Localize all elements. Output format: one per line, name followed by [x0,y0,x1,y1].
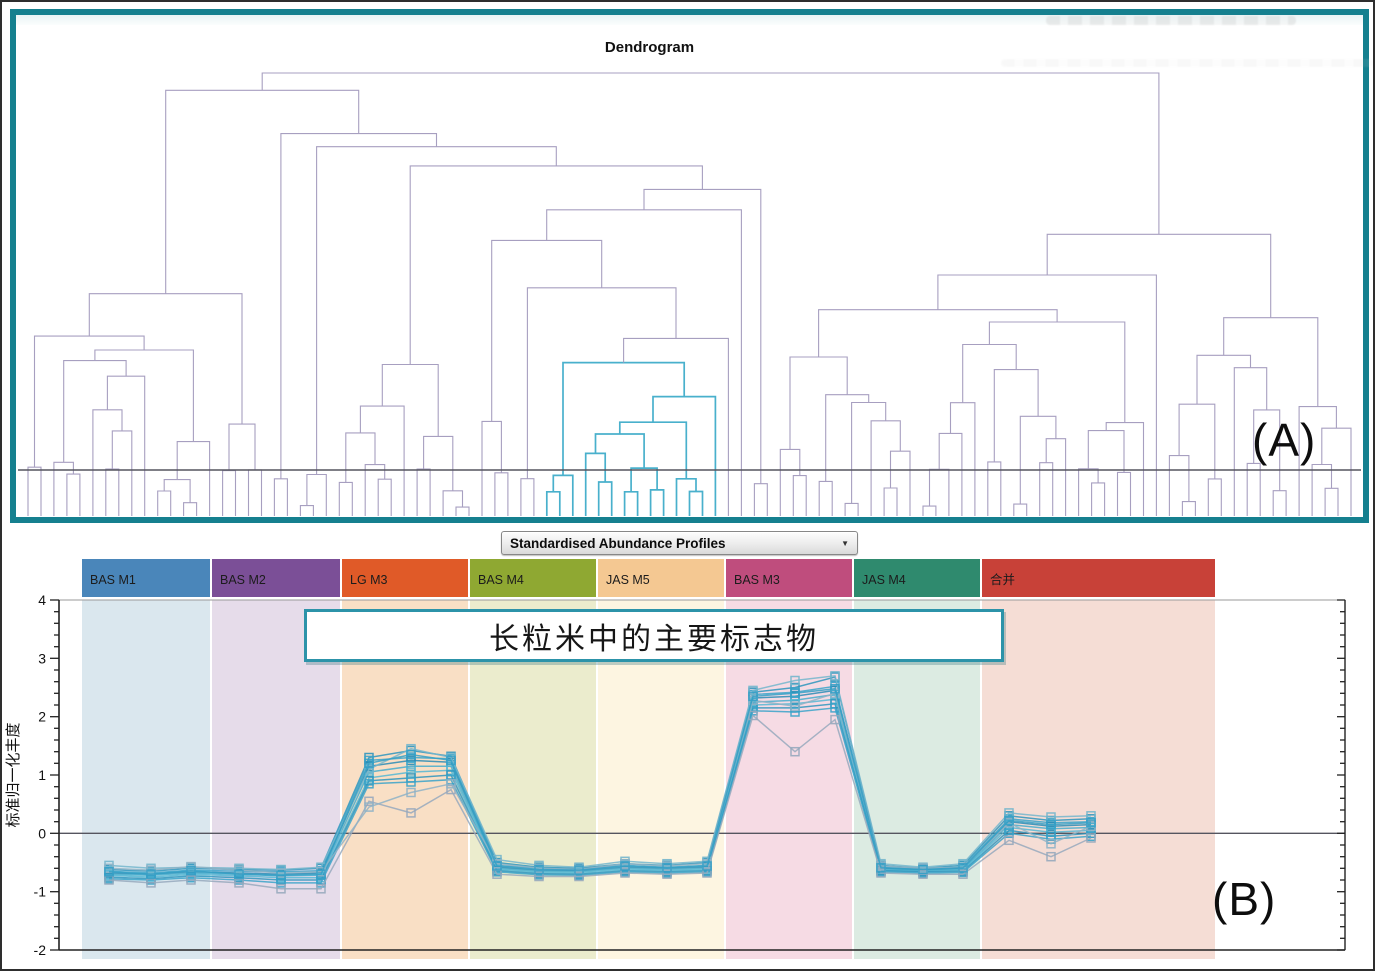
svg-text:标准归一化丰度: 标准归一化丰度 [5,722,22,827]
chart-title-overlay: 长粒米中的主要标志物 [304,609,1004,662]
svg-text:-2: -2 [34,942,47,958]
svg-text:JAS M4: JAS M4 [862,573,906,587]
svg-text:3: 3 [38,650,46,666]
abundance-profiles-plot[interactable]: BAS M1 BAS M2 LG M3 BAS M4 JAS M5 BAS M3 JAS M… [2,527,1375,971]
svg-text:0: 0 [38,825,46,841]
svg-text:BAS M1: BAS M1 [90,573,136,587]
svg-text:1: 1 [38,767,46,783]
profiles-panel: BAS M1 BAS M2 LG M3 BAS M4 JAS M5 BAS M3 JAS M… [2,527,1375,971]
panel-b-label: (B) [1212,873,1277,925]
dendrogram-title: Dendrogram [604,39,695,56]
svg-text:4: 4 [38,592,46,608]
chevron-down-icon: ▼ [841,538,849,548]
panel-a-label: (A) [1252,414,1317,466]
dendrogram-panel: Dendrogram (A) [10,9,1373,523]
svg-text:-1: -1 [34,884,47,900]
svg-text:JAS M5: JAS M5 [606,573,650,587]
profiles-dropdown[interactable]: Standardised Abundance Profiles ▼ [501,531,858,555]
svg-text:BAS M4: BAS M4 [478,573,524,587]
panel-top-strip [16,15,1363,25]
svg-text:BAS M3: BAS M3 [734,573,780,587]
window-ghost-artifact [1046,16,1296,25]
window-ghost-artifact [1001,59,1373,67]
svg-text:2: 2 [38,709,46,725]
svg-text:BAS M2: BAS M2 [220,573,266,587]
svg-text:LG M3: LG M3 [350,573,388,587]
dendrogram-plot[interactable] [16,15,1363,517]
chart-title-text: 长粒米中的主要标志物 [489,622,819,656]
svg-text:合并: 合并 [990,572,1015,587]
profiles-dropdown-value: Standardised Abundance Profiles [510,535,726,551]
